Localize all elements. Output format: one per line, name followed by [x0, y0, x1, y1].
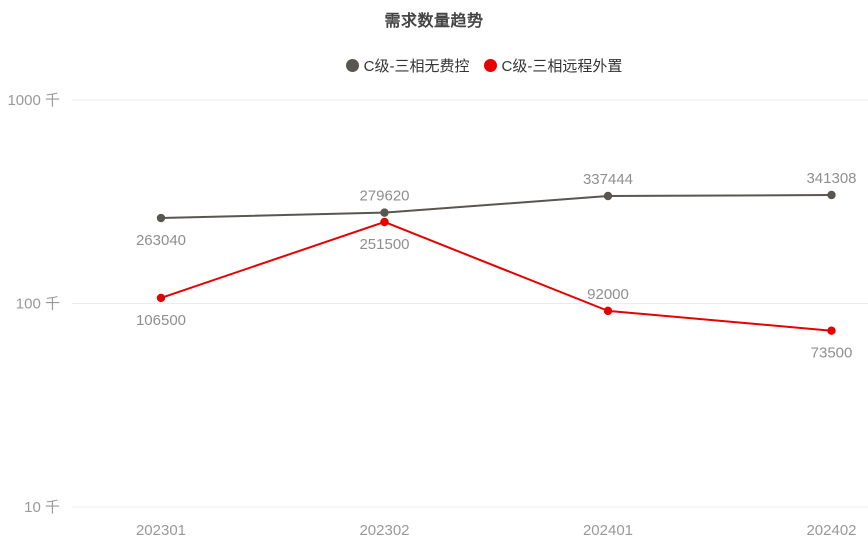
data-point-label: 106500 — [136, 312, 186, 329]
legend-item-series-2[interactable]: C级-三相远程外置 — [483, 55, 623, 76]
x-axis-tick-label: 202301 — [136, 522, 186, 539]
data-point-label: 337444 — [583, 171, 633, 188]
data-point-label: 263040 — [136, 232, 186, 249]
data-point[interactable] — [380, 208, 389, 217]
data-point[interactable] — [827, 326, 836, 335]
legend-item-series-1[interactable]: C级-三相无费控 — [345, 55, 470, 76]
series-line — [160, 220, 832, 332]
data-point-label: 73500 — [811, 345, 853, 362]
data-point-label: 92000 — [587, 286, 629, 303]
x-axis-tick-label: 202401 — [583, 522, 633, 539]
legend-label-series-2: C级-三相远程外置 — [501, 58, 623, 75]
y-axis-tick-label: 1000 千 — [7, 92, 60, 109]
x-axis-tick-label: 202402 — [806, 522, 856, 539]
data-point-label: 279620 — [359, 188, 409, 205]
data-point[interactable] — [603, 306, 613, 316]
data-point[interactable] — [827, 190, 836, 200]
legend-dot-icon — [345, 59, 359, 72]
chart-legend: C级-三相无费控 C级-三相远程外置 — [50, 55, 868, 76]
y-axis-tick-label: 100 千 — [16, 296, 60, 313]
y-axis-tick-label: 10 千 — [24, 499, 60, 516]
legend-label-series-1: C级-三相无费控 — [363, 58, 470, 75]
data-point-label: 341308 — [806, 170, 856, 187]
data-point-label: 251500 — [359, 236, 409, 253]
x-axis-tick-label: 202302 — [359, 522, 409, 539]
data-point[interactable] — [156, 213, 166, 223]
chart-title: 需求数量趋势 — [384, 13, 484, 30]
data-point[interactable] — [380, 217, 389, 227]
series-line — [160, 194, 832, 220]
data-point[interactable] — [156, 293, 166, 303]
data-point[interactable] — [603, 191, 613, 201]
legend-dot-icon — [483, 59, 497, 72]
